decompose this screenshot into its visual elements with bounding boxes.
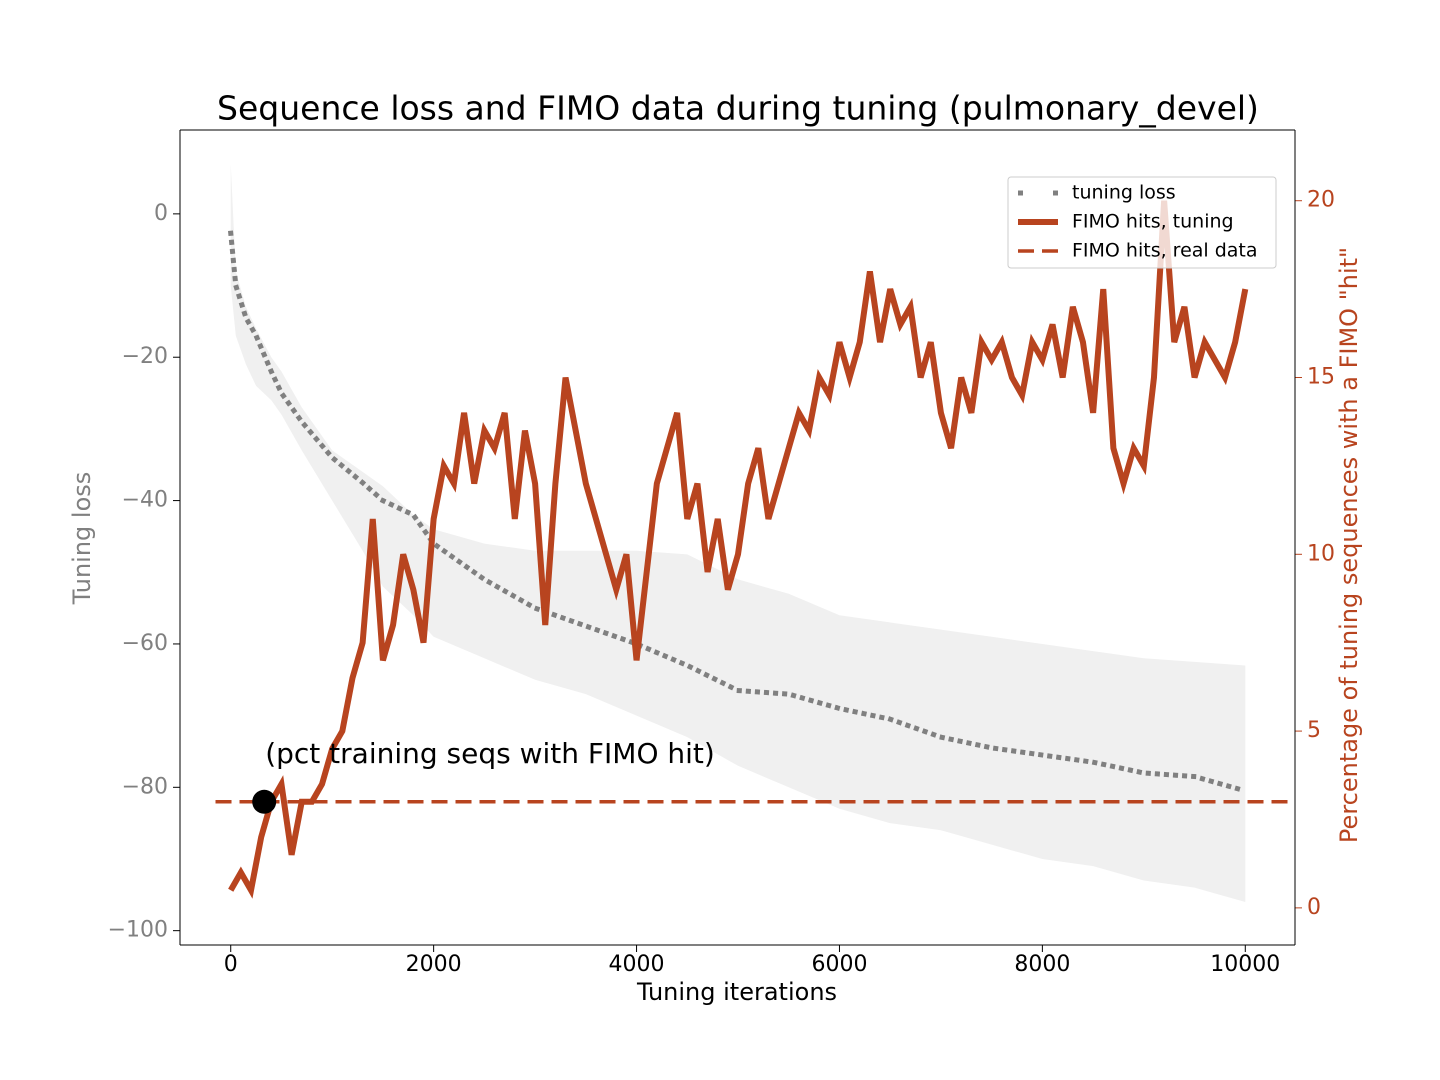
loss-band (230, 163, 1246, 902)
series-line (227, 230, 1249, 794)
highlight-point (252, 789, 277, 814)
plot-area (215, 163, 1290, 902)
y2-tick-label: 10 (1307, 541, 1335, 566)
y-axis-label: Tuning loss (68, 472, 96, 606)
y-tick-label: −20 (122, 344, 168, 369)
y-tick-label: −40 (122, 488, 168, 513)
legend-label: tuning loss (1072, 182, 1176, 204)
y2-tick-label: 15 (1307, 365, 1335, 390)
x-tick-label: 6000 (811, 952, 867, 977)
annotation: (pct training seqs with FIMO hit) (265, 737, 715, 770)
y2-tick-label: 5 (1307, 718, 1321, 743)
legend-label: FIMO hits, real data (1072, 240, 1258, 262)
x-tick-label: 10000 (1210, 952, 1280, 977)
chart-title: Sequence loss and FIMO data during tunin… (217, 89, 1259, 128)
y2-axis-label: Percentage of tuning sequences with a FI… (1335, 247, 1363, 843)
y-tick-label: −80 (122, 774, 168, 799)
y-tick-label: 0 (154, 201, 168, 226)
x-axis-label: Tuning iterations (636, 978, 837, 1006)
y2-tick-label: 0 (1307, 895, 1321, 920)
legend-box (1007, 176, 1277, 269)
x-tick-label: 4000 (609, 952, 665, 977)
series-line (228, 200, 1249, 899)
y-tick-label: −100 (108, 918, 168, 943)
y-tick-label: −60 (122, 631, 168, 656)
legend-label: FIMO hits, tuning (1072, 211, 1234, 233)
x-tick-label: 0 (224, 952, 238, 977)
x-tick-label: 2000 (406, 952, 462, 977)
y2-tick-label: 20 (1307, 188, 1335, 213)
x-tick-label: 8000 (1014, 952, 1070, 977)
